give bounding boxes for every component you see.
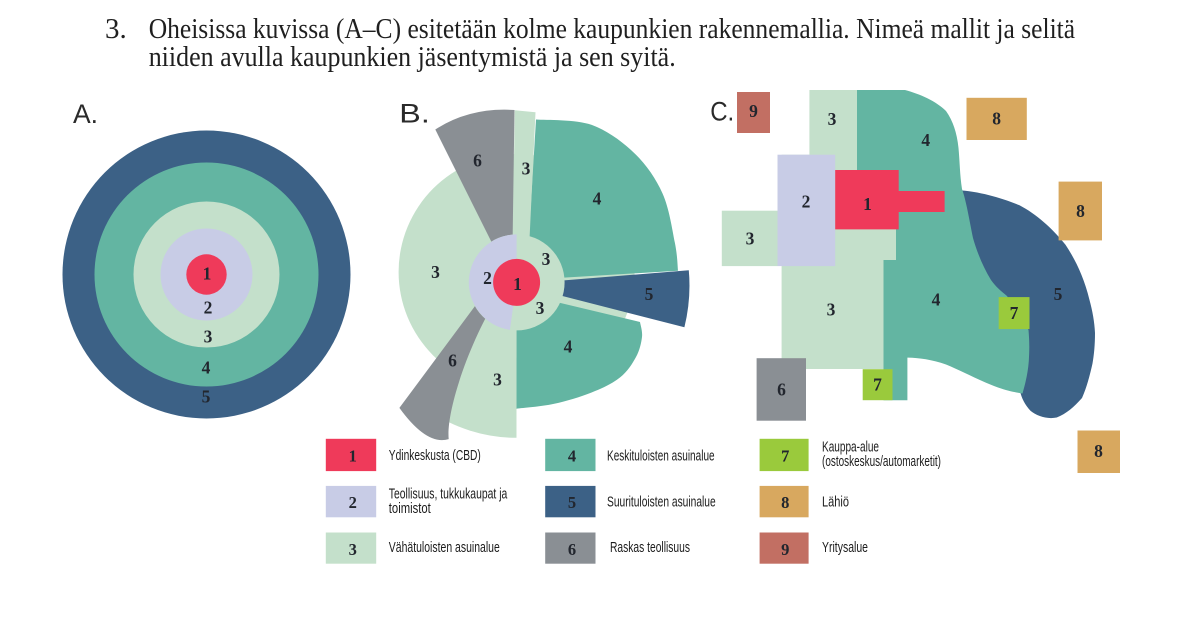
svg-text:4: 4 <box>564 337 573 357</box>
svg-text:8: 8 <box>992 109 1001 129</box>
svg-text:6: 6 <box>568 540 576 559</box>
svg-text:Raskas teollisuus: Raskas teollisuus <box>610 540 690 556</box>
svg-text:Yritysalue: Yritysalue <box>822 540 868 556</box>
svg-text:7: 7 <box>1010 303 1019 323</box>
svg-text:8: 8 <box>781 493 789 512</box>
svg-text:8: 8 <box>1076 201 1085 221</box>
svg-text:3: 3 <box>431 262 440 282</box>
svg-text:7: 7 <box>873 375 882 395</box>
svg-text:1: 1 <box>863 194 872 214</box>
svg-text:1: 1 <box>203 264 212 284</box>
svg-text:4: 4 <box>593 189 602 209</box>
svg-text:5: 5 <box>568 493 576 512</box>
svg-text:3: 3 <box>349 540 357 559</box>
svg-text:6: 6 <box>473 151 482 171</box>
svg-text:1: 1 <box>349 447 357 466</box>
svg-text:Lähiö: Lähiö <box>822 495 849 511</box>
svg-text:3.: 3. <box>105 13 127 45</box>
svg-text:niiden avulla kaupunkien jäsen: niiden avulla kaupunkien jäsentymistä ja… <box>149 41 676 73</box>
svg-text:C.: C. <box>710 97 734 127</box>
svg-text:(ostoskeskus/automarketit): (ostoskeskus/automarketit) <box>822 454 941 470</box>
svg-text:Kauppa-alue: Kauppa-alue <box>822 440 879 456</box>
svg-text:2: 2 <box>802 192 811 212</box>
svg-text:2: 2 <box>483 268 492 288</box>
svg-text:6: 6 <box>448 351 457 371</box>
svg-text:4: 4 <box>921 130 930 150</box>
svg-text:3: 3 <box>493 370 502 390</box>
svg-text:4: 4 <box>202 358 211 378</box>
svg-text:5: 5 <box>645 284 654 304</box>
svg-text:2: 2 <box>204 298 213 318</box>
svg-text:2: 2 <box>349 493 357 512</box>
svg-text:3: 3 <box>536 298 545 318</box>
svg-text:5: 5 <box>202 387 211 407</box>
svg-text:4: 4 <box>932 290 941 310</box>
svg-text:3: 3 <box>204 327 213 347</box>
svg-text:5: 5 <box>1054 284 1063 304</box>
svg-text:3: 3 <box>522 159 531 179</box>
svg-text:8: 8 <box>1094 441 1103 461</box>
svg-text:Oheisissa kuvissa (A–C) esitet: Oheisissa kuvissa (A–C) esitetään kolme … <box>149 13 1076 45</box>
svg-text:Suurituloisten asuinalue: Suurituloisten asuinalue <box>607 495 716 511</box>
svg-text:Teollisuus, tukkukaupat ja: Teollisuus, tukkukaupat ja <box>389 487 508 503</box>
svg-text:A.: A. <box>73 99 98 129</box>
svg-text:3: 3 <box>827 300 836 320</box>
svg-text:Vähätuloisten asuinalue: Vähätuloisten asuinalue <box>389 540 500 556</box>
svg-text:9: 9 <box>749 101 758 121</box>
svg-text:3: 3 <box>828 109 837 129</box>
svg-text:3: 3 <box>542 249 551 269</box>
svg-text:Ydinkeskusta (CBD): Ydinkeskusta (CBD) <box>389 448 481 464</box>
svg-text:3: 3 <box>746 229 755 249</box>
svg-text:B.: B. <box>399 99 430 129</box>
svg-text:toimistot: toimistot <box>389 501 431 517</box>
svg-text:7: 7 <box>781 447 789 466</box>
svg-text:1: 1 <box>513 274 522 294</box>
svg-text:Keskituloisten asuinalue: Keskituloisten asuinalue <box>607 449 715 465</box>
svg-text:6: 6 <box>777 380 786 400</box>
svg-text:9: 9 <box>781 540 789 559</box>
svg-text:4: 4 <box>568 447 576 466</box>
